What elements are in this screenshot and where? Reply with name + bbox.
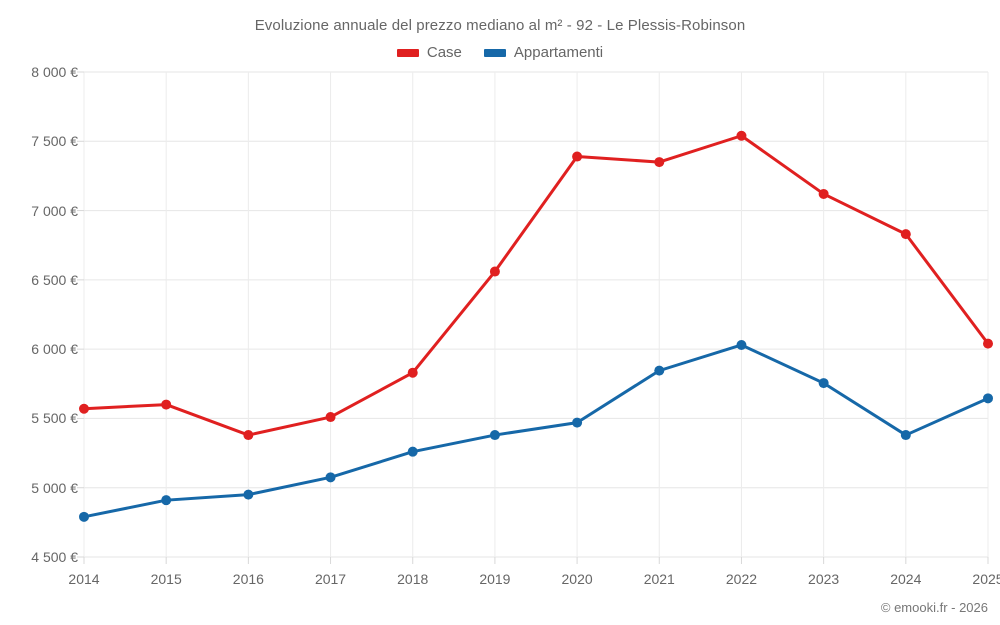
data-point[interactable] [79,511,89,522]
x-axis-label: 2022 [725,571,758,587]
data-point[interactable] [407,446,418,457]
legend-item-appartamenti[interactable]: Appartamenti [483,44,604,61]
data-point[interactable] [407,367,418,378]
data-point[interactable] [900,229,911,240]
legend-swatch-appartamenti [483,48,506,57]
y-axis-label: 5 000 € [31,479,78,496]
data-point[interactable] [243,430,254,441]
x-axis-label: 2017 [314,571,347,587]
data-point[interactable] [654,157,665,168]
legend-label-case: Case [426,44,462,61]
y-axis-label: 5 500 € [31,410,78,427]
y-axis-label: 6 000 € [31,341,78,358]
data-point[interactable] [983,338,993,349]
data-point[interactable] [572,417,583,428]
x-axis-label: 2024 [890,571,922,587]
credit-text: © emooki.fr - 2026 [880,600,988,615]
data-point[interactable] [489,266,500,277]
data-point[interactable] [325,472,336,483]
x-axis-label: 2014 [68,571,100,587]
legend-label-appartamenti: Appartamenti [513,44,604,61]
data-point[interactable] [818,188,829,199]
x-axis-label: 2020 [561,571,593,587]
x-axis-label: 2021 [643,571,675,587]
data-point[interactable] [161,495,172,506]
data-point[interactable] [736,339,747,350]
series-line-appartamenti [82,343,990,519]
chart-legend: Case Appartamenti [0,44,1000,61]
x-axis-label: 2018 [397,571,429,587]
y-axis-label: 7 500 € [31,133,78,150]
y-axis-label: 6 500 € [31,271,78,288]
data-point[interactable] [900,430,911,441]
legend-swatch-case [396,48,419,57]
legend-item-case[interactable]: Case [396,44,462,61]
chart-title: Evoluzione annuale del prezzo mediano al… [254,17,746,34]
y-axis-label: 4 500 € [31,549,78,565]
data-point[interactable] [325,412,336,423]
x-axis-label: 2023 [808,571,840,587]
data-point[interactable] [654,365,665,376]
y-axis-label: 8 000 € [31,64,78,80]
data-point[interactable] [161,399,172,410]
data-point[interactable] [572,151,583,162]
x-axis-label: 2015 [150,571,182,587]
data-point[interactable] [736,130,747,141]
x-axis-label: 2016 [232,571,264,587]
data-point[interactable] [489,430,500,441]
data-point[interactable] [983,393,993,404]
series-line-case [82,134,990,437]
data-point[interactable] [243,489,254,500]
y-axis-label: 7 000 € [31,202,78,219]
data-point[interactable] [818,378,829,389]
y-axis: 4 500 € 5 000 € 5 500 € 6 000 € 6 500 € 7 000… [0,0,78,625]
data-point[interactable] [79,403,89,414]
x-axis-label: 2019 [479,571,511,587]
x-axis-label: 2025 [972,571,1000,587]
